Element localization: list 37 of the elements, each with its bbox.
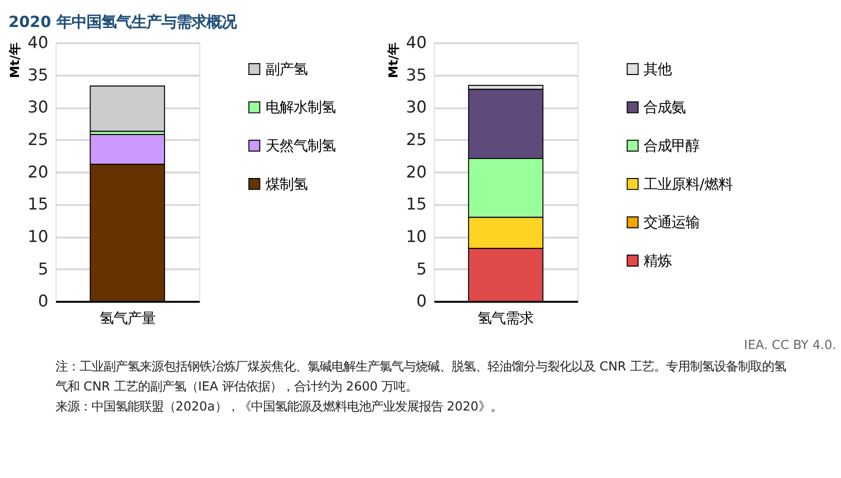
x-tick-label: 氢气需求 xyxy=(478,310,534,327)
y-tick-label: 40 xyxy=(406,32,427,52)
y-tick-label: 40 xyxy=(28,32,48,52)
legend-label: 合成氨 xyxy=(644,100,686,116)
text: IEA. CC BY 4.0. xyxy=(744,337,836,352)
legend-label: 电解水制氢 xyxy=(265,100,336,116)
x-tick-label: 氢气产量 xyxy=(99,310,156,327)
legend-label: 工业原料/燃料 xyxy=(644,176,733,193)
y-tick-label: 30 xyxy=(28,98,48,117)
y-tick-label: 5 xyxy=(416,259,427,278)
legend-label: 精炼 xyxy=(644,253,672,270)
chart-title: 2020 年中国氢气生产与需求概况 xyxy=(8,12,238,31)
y-tick-label: 15 xyxy=(406,194,427,214)
source-note: 来源：中国氢能联盟（2020a），《中国氢能源及燃料电池产业发展报告 2020》。 xyxy=(56,398,502,414)
legend-label: 合成甲醇 xyxy=(644,138,700,154)
legend-label: 天然气制氢 xyxy=(265,138,336,154)
y-tick-label: 5 xyxy=(38,259,48,278)
y-tick-label: 15 xyxy=(28,194,48,214)
legend-label: 其他 xyxy=(644,62,672,78)
y-tick-label: 25 xyxy=(406,130,427,149)
y-tick-label: 20 xyxy=(28,162,48,182)
text: 注：工业副产氢来源包括钢铁冶炼厂煤炭焦化、氯碱电解生产氯气与烧碱、脱氢、轻油馏分与裂化以及 CNR 工艺。专用制氢设备制取的氢气和 CNR 工艺的副产氢（IEA 评估依据），合计约为 2600 万吨。 xyxy=(56,358,786,394)
legend-label: 副产氢 xyxy=(265,62,308,78)
legend-label: 煤制氢 xyxy=(265,176,308,193)
y-axis-title: Mt/年 xyxy=(7,43,22,78)
y-tick-label: 10 xyxy=(28,226,48,246)
legend-label: 交通运输 xyxy=(644,215,700,232)
y-tick-label: 20 xyxy=(406,162,427,182)
y-tick-label: 35 xyxy=(406,65,427,84)
y-tick-label: 10 xyxy=(406,226,427,246)
y-tick-label: 0 xyxy=(416,292,427,311)
y-tick-label: 25 xyxy=(28,130,48,149)
y-tick-label: 35 xyxy=(28,65,48,84)
y-tick-label: 0 xyxy=(38,292,48,311)
y-axis-title: Mt/年 xyxy=(385,43,400,78)
bar xyxy=(90,86,166,132)
y-tick-label: 30 xyxy=(406,98,427,117)
